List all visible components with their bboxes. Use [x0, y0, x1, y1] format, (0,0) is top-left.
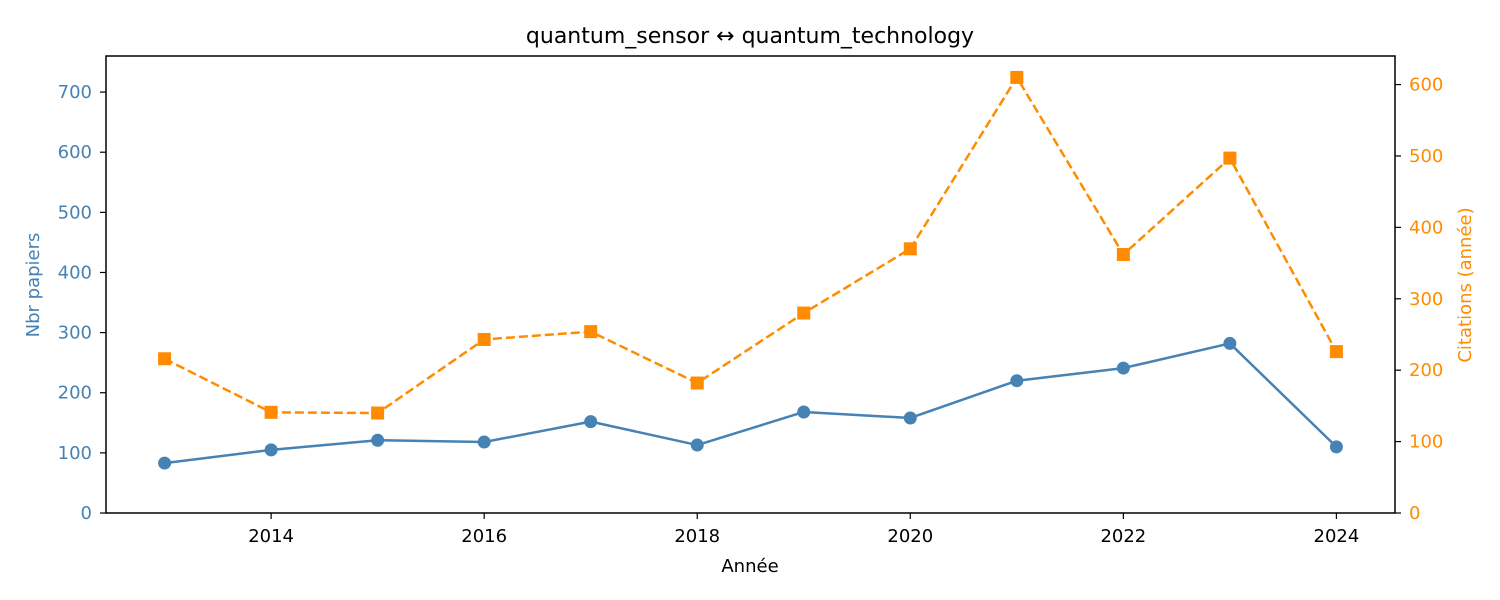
data-point-left — [903, 411, 917, 425]
x-tick-label: 2018 — [674, 526, 720, 547]
y-right-tick-label: 200 — [1409, 360, 1443, 381]
data-point-right — [477, 332, 491, 346]
data-point-left — [264, 443, 278, 457]
data-point-left — [1223, 336, 1237, 350]
x-axis-label: Année — [721, 556, 778, 577]
y-right-tick-label: 0 — [1409, 503, 1420, 524]
plot-frame — [105, 55, 1396, 514]
x-tick-label: 2022 — [1100, 526, 1146, 547]
chart-title: quantum_sensor ↔ quantum_technology — [526, 24, 974, 49]
data-point-right — [903, 242, 917, 256]
y-left-tick-label: 600 — [58, 142, 92, 163]
data-point-left — [690, 438, 704, 452]
y-left-tick-label: 500 — [58, 202, 92, 223]
series-line-left — [164, 342, 1338, 465]
x-tick-label: 2014 — [248, 526, 294, 547]
data-point-right — [797, 306, 811, 320]
y-left-tick-label: 700 — [58, 82, 92, 103]
data-point-left — [158, 456, 172, 470]
data-point-right — [690, 376, 704, 390]
y-right-tick-label: 300 — [1409, 289, 1443, 310]
data-point-right — [1010, 70, 1024, 84]
y-right-tick-label: 600 — [1409, 75, 1443, 96]
data-point-left — [797, 405, 811, 419]
y-left-tick-label: 400 — [58, 262, 92, 283]
y-left-tick-label: 300 — [58, 323, 92, 344]
data-point-right — [1329, 345, 1343, 359]
data-point-right — [371, 406, 385, 420]
y-axis-right-label: Citations (année) — [1455, 207, 1476, 362]
y-left-tick-label: 200 — [58, 383, 92, 404]
data-point-left — [477, 435, 491, 449]
y-right-tick-label: 100 — [1409, 432, 1443, 453]
y-left-tick-label: 100 — [58, 443, 92, 464]
x-tick-label: 2024 — [1314, 526, 1360, 547]
data-point-left — [1010, 374, 1024, 388]
x-tick-label: 2020 — [887, 526, 933, 547]
data-point-right — [1223, 151, 1237, 165]
series-line-right — [164, 76, 1338, 415]
y-right-tick-label: 500 — [1409, 146, 1443, 167]
y-right-tick-label: 400 — [1409, 217, 1443, 238]
data-point-left — [1329, 440, 1343, 454]
data-point-left — [584, 415, 598, 429]
data-point-right — [264, 405, 278, 419]
data-point-left — [1116, 361, 1130, 375]
data-point-left — [371, 433, 385, 447]
chart-marks: 2014 2016 2018 2020 2022 2024 0 100 200 300 400 500… — [58, 55, 1443, 547]
y-left-tick-label: 0 — [81, 503, 92, 524]
y-axis-left-label: Nbr papiers — [23, 233, 44, 338]
data-point-right — [1116, 248, 1130, 262]
data-point-right — [584, 325, 598, 339]
data-point-right — [158, 352, 172, 366]
x-tick-label: 2016 — [461, 526, 507, 547]
